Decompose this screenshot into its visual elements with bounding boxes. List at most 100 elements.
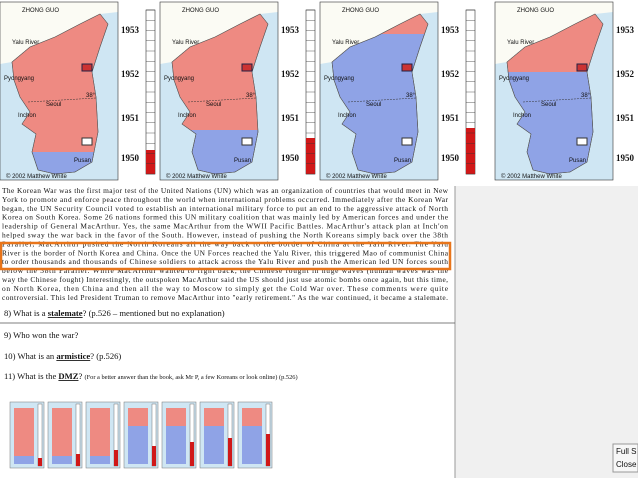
- year-label: 1950: [281, 153, 300, 163]
- map-label: Pyongyang: [324, 76, 354, 82]
- map-label: Inchon: [513, 113, 531, 119]
- map-label: Pusan: [569, 158, 586, 164]
- china: [0, 2, 118, 64]
- parallel-line: [347, 97, 417, 103]
- timeline-fill: [306, 138, 315, 174]
- frame: [0, 1, 119, 181]
- map-label: ZHONG GUO: [517, 8, 554, 14]
- map-label: © 2002 Matthew White: [326, 173, 387, 180]
- frame: [319, 1, 439, 181]
- map-label: ZHONG GUO: [22, 8, 59, 14]
- map-label: Pusan: [234, 158, 251, 164]
- year-label: 1951: [121, 113, 140, 123]
- thumbnail-north: [14, 408, 34, 456]
- thumbnail-fill: [266, 434, 270, 466]
- year-label: 1953: [121, 25, 140, 35]
- map-label: Seoul: [46, 102, 61, 108]
- map-label: Inchon: [338, 113, 356, 119]
- thumbnail-fill: [76, 454, 80, 466]
- map-panel: ZHONG GUO Yalu River Pyongyang 38° Seoul Inch…: [0, 1, 156, 181]
- thumbnail-north: [242, 408, 262, 426]
- map-label: Yalu River: [332, 40, 359, 46]
- outline: [11, 13, 109, 175]
- year-label: 1950: [441, 153, 460, 163]
- map-label: © 2002 Matthew White: [6, 173, 67, 180]
- question-before: 10) What is an: [4, 351, 56, 361]
- map-panel: ZHONG GUO Yalu River Pyongyang 38° Seoul Inch…: [494, 1, 635, 181]
- year-label: 1952: [281, 69, 300, 79]
- flag: [241, 63, 253, 72]
- thumbnail-north: [166, 408, 186, 426]
- question-after: ? (p.526): [90, 351, 121, 361]
- map-label: Inchon: [178, 113, 196, 119]
- thumbnail-timeline: [37, 403, 43, 467]
- parallel-line: [522, 97, 592, 103]
- year-label: 1952: [121, 69, 140, 79]
- map-label: Seoul: [541, 102, 556, 108]
- map-label: Seoul: [206, 102, 221, 108]
- thumbnail-north: [52, 408, 72, 456]
- map-panel: ZHONG GUO Yalu River Pyongyang 38° Seoul Inch…: [159, 1, 316, 181]
- map-label: Seoul: [366, 102, 381, 108]
- full-screen-button[interactable]: Full S: [616, 447, 636, 456]
- map-label: ZHONG GUO: [342, 8, 379, 14]
- outline: [506, 13, 604, 175]
- year-label: 1951: [281, 113, 300, 123]
- map-label: Yalu River: [172, 40, 199, 46]
- thumbnail-fill: [190, 442, 194, 466]
- paragraph-line: The Korean War was the first major test …: [2, 186, 449, 195]
- flag: [576, 63, 588, 72]
- map-label: 38°: [246, 93, 256, 99]
- thumbnail-south: [52, 456, 72, 464]
- north-area: [12, 14, 108, 152]
- paragraph-line: leadership of General MacArthur. Yes, th…: [2, 222, 448, 231]
- flag: [81, 63, 93, 72]
- timeline-fill: [466, 128, 475, 174]
- thumbnail-north: [90, 408, 110, 456]
- map-label: © 2002 Matthew White: [166, 173, 227, 180]
- thumbnail-fill: [228, 438, 232, 466]
- north-area: [507, 14, 603, 72]
- map-label: Yalu River: [507, 40, 534, 46]
- thumbnail-south: [14, 456, 34, 464]
- flag: [401, 137, 413, 146]
- thumbnail-fill: [152, 446, 156, 466]
- thumbnail-north: [128, 408, 148, 426]
- map-label: Pyongyang: [4, 76, 34, 82]
- north-area: [172, 14, 268, 130]
- paragraph-line: way the Chinese fought) Interestingly, t…: [2, 275, 448, 284]
- close-button[interactable]: Close: [616, 460, 637, 469]
- year-label: 1952: [616, 69, 635, 79]
- map-label: ZHONG GUO: [182, 8, 219, 14]
- question-before: 8) What is a: [4, 308, 48, 318]
- thumbnail-north: [204, 408, 224, 426]
- outline: [331, 13, 429, 175]
- paragraph-line: below the 38th Parallel. While MacArthur…: [2, 266, 449, 275]
- parallel-line: [27, 97, 97, 103]
- question: 8) What is a stalemate? (p.526 – mention…: [4, 308, 225, 318]
- timeline-fill: [146, 150, 155, 174]
- thumbnail-fill: [38, 458, 42, 466]
- paragraph-line: helped sway the war back in the favor of…: [2, 231, 448, 240]
- outline: [171, 13, 269, 175]
- thumbnail-south: [204, 426, 224, 464]
- question: 9) Who won the war?: [4, 330, 78, 340]
- north-area: [380, 14, 428, 34]
- question: 10) What is an armistice? (p.526): [4, 351, 121, 361]
- question-before: 11) What is the: [4, 371, 58, 381]
- parallel-line: [187, 97, 257, 103]
- flag: [241, 137, 253, 146]
- map-label: 38°: [581, 93, 591, 99]
- thumbnail-fill: [114, 450, 118, 466]
- map-label: Pyongyang: [499, 76, 529, 82]
- map-label: Pyongyang: [164, 76, 194, 82]
- year-label: 1950: [121, 153, 140, 163]
- viewer-controls: Full S Close: [612, 443, 638, 473]
- document-text: The Korean War was the first major test …: [2, 186, 449, 381]
- year-label: 1953: [281, 25, 300, 35]
- question: 11) What is the DMZ? (For a better answe…: [4, 371, 298, 381]
- paragraph-line: River is the border of North Korea and C…: [2, 248, 449, 257]
- year-label: 1952: [441, 69, 460, 79]
- map-label: Pusan: [74, 158, 91, 164]
